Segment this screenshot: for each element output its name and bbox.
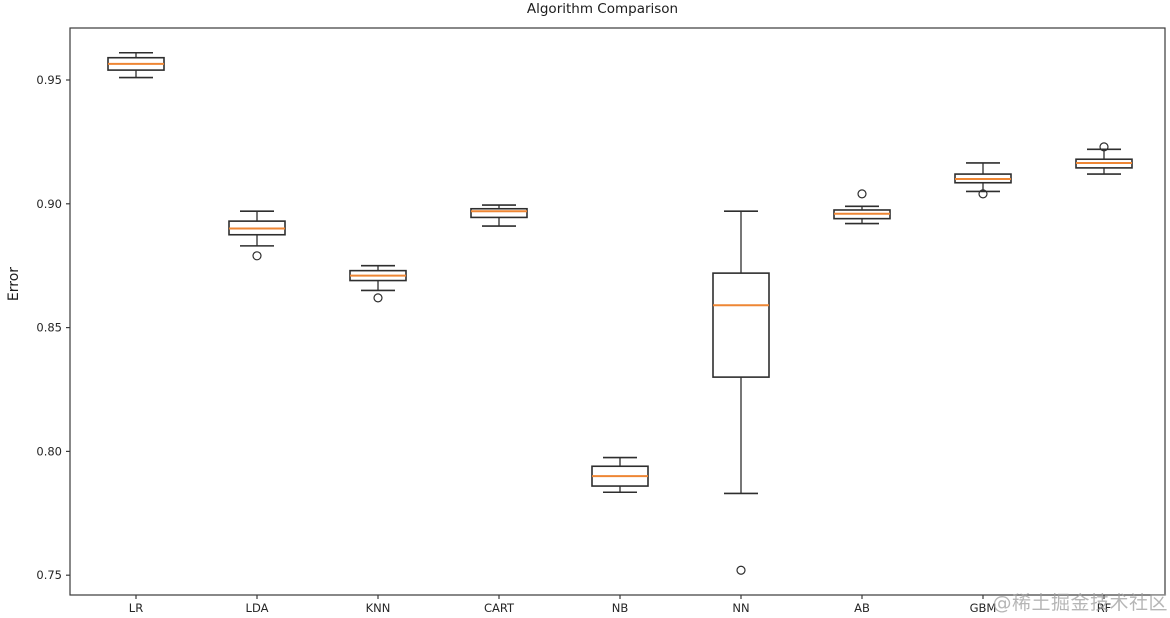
x-tick-label-AB: AB — [854, 601, 870, 615]
x-tick-label-NN: NN — [732, 601, 749, 615]
x-tick-label-LR: LR — [129, 601, 143, 615]
flier-GBM — [978, 189, 988, 199]
watermark: @稀土掘金技术社区 — [992, 592, 1168, 614]
box-CART — [470, 207, 528, 219]
flier-KNN — [373, 293, 383, 303]
x-tick-label-GBM: GBM — [970, 601, 997, 615]
flier-AB — [857, 189, 867, 199]
flier-LDA — [252, 251, 262, 261]
box-NN — [712, 272, 770, 378]
y-axis-label: Error — [6, 266, 22, 302]
x-tick-label-KNN: KNN — [366, 601, 391, 615]
flier-RF — [1099, 142, 1109, 152]
y-tick-label: 0.90 — [36, 197, 62, 211]
y-tick-label: 0.85 — [36, 321, 62, 335]
y-tick-label: 0.80 — [36, 444, 62, 458]
x-tick-label-RF: RF — [1097, 601, 1112, 615]
chart-title: Algorithm Comparison — [526, 1, 679, 17]
y-tick-label: 0.95 — [36, 73, 62, 87]
plot-frame — [69, 27, 1166, 596]
x-tick-label-LDA: LDA — [246, 601, 269, 615]
flier-NN — [736, 565, 746, 575]
x-tick-label-CART: CART — [484, 601, 515, 615]
y-tick-label: 0.75 — [36, 568, 62, 582]
x-tick-label-NB: NB — [612, 601, 629, 615]
